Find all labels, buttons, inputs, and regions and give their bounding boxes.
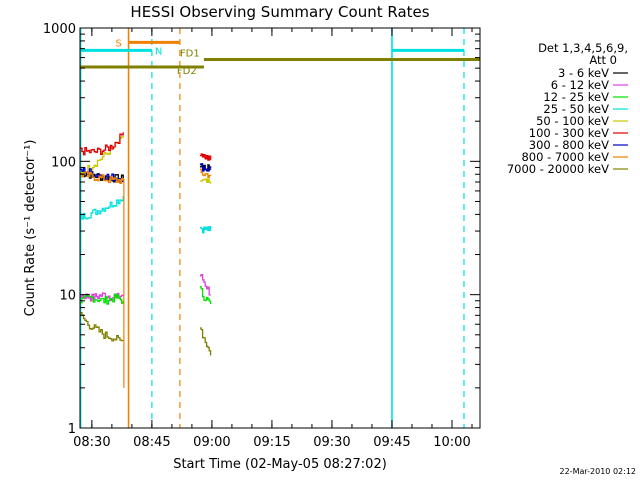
series-1-segment-1 (199, 273, 212, 296)
x-tick-label-4: 09:30 (313, 435, 350, 450)
series-2-segment-0 (80, 293, 124, 305)
legend-label-0: 3 - 6 keV (558, 66, 609, 80)
flag-label-fd2: FD2 (177, 66, 197, 77)
series-8-segment-0 (80, 312, 124, 342)
series-8-segment-1 (199, 327, 212, 356)
flag-label-s: S (116, 38, 122, 49)
series-5-segment-1 (199, 153, 212, 161)
x-axis-ticks: 08:30 08:45 09:00 09:15 09:30 09:45 10:00 (73, 28, 473, 450)
y-axis-label: Count Rate (s⁻¹ detector⁻¹) (23, 140, 38, 317)
legend-header-line2: Att 0 (589, 53, 617, 67)
legend-label-6: 300 - 800 keV (529, 138, 609, 152)
legend-header-line1: Det 1,3,4,5,6,9, (538, 41, 628, 55)
flag-label-n: N (155, 46, 162, 57)
flag-label-fd1: FD1 (180, 49, 200, 60)
y-tick-label-3: 1000 (43, 22, 76, 37)
series-4-segment-1 (199, 178, 212, 184)
y-tick-label-1: 10 (59, 289, 76, 304)
legend-label-2: 12 - 25 keV (543, 90, 609, 104)
x-tick-label-5: 09:45 (373, 435, 410, 450)
series-6-segment-1 (199, 163, 212, 172)
x-tick-label-2: 09:00 (193, 435, 230, 450)
plot-area: S N FD1 FD2 (79, 28, 480, 428)
legend-label-3: 25 - 50 keV (543, 102, 609, 116)
x-tick-label-1: 08:45 (133, 435, 170, 450)
legend-label-7: 800 - 7000 keV (521, 150, 609, 164)
series-7-segment-0 (80, 171, 124, 185)
y-tick-label-2: 100 (51, 155, 76, 170)
y-tick-label-0: 1 (68, 422, 76, 437)
x-axis-label: Start Time (02-May-05 08:27:02) (173, 457, 387, 472)
plot-frame (79, 27, 481, 429)
series-3-segment-1 (199, 226, 212, 234)
series-3-segment-0 (80, 196, 124, 220)
legend-label-5: 100 - 300 keV (529, 126, 609, 140)
legend-label-1: 6 - 12 keV (551, 78, 609, 92)
timestamp: 22-Mar-2010 02:12 (560, 467, 637, 476)
series-2-segment-1 (199, 286, 212, 305)
series-5-segment-0 (80, 132, 124, 156)
legend-label-4: 50 - 100 keV (536, 114, 609, 128)
chart-title: HESSI Observing Summary Count Rates (130, 3, 429, 21)
x-tick-label-6: 10:00 (433, 435, 470, 450)
y-axis-ticks: 1 10 100 1000 (43, 22, 480, 437)
series-7-segment-1 (199, 168, 212, 179)
x-tick-label-0: 08:30 (73, 435, 110, 450)
legend-label-8: 7000 - 20000 keV (507, 162, 609, 176)
x-tick-label-3: 09:15 (253, 435, 290, 450)
